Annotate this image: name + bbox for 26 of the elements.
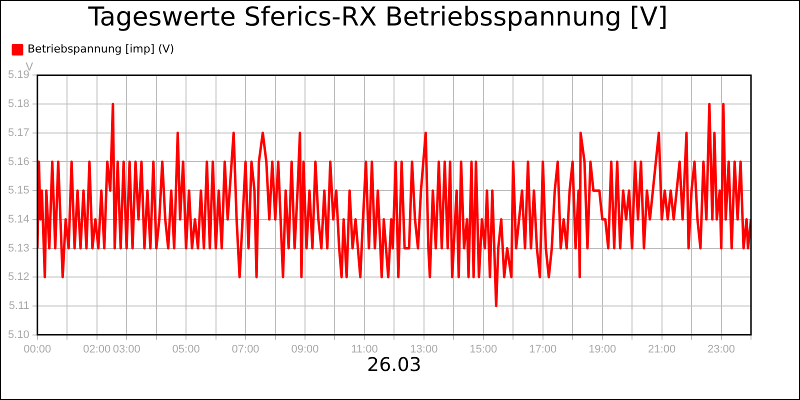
x-tick-label: 03:00	[112, 343, 140, 356]
y-tick-label: 5.15	[8, 184, 30, 197]
y-tick-label: 5.17	[8, 126, 30, 139]
y-tick-label: 5.11	[8, 300, 30, 312]
x-tick-label: 15:00	[470, 343, 498, 356]
y-tick-label: 5.16	[8, 156, 30, 168]
x-tick-label: 17:00	[529, 343, 557, 356]
x-tick-label: 23:00	[708, 343, 736, 356]
y-tick-label: 5.19	[8, 69, 30, 82]
x-tick-label: 05:00	[172, 343, 200, 356]
legend-label: Betriebspannung [imp] (V)	[28, 42, 174, 56]
y-tick-label: 5.10	[8, 328, 30, 341]
x-tick-label: 19:00	[588, 343, 616, 356]
y-tick-label: 5.18	[8, 98, 30, 110]
y-tick-label: 5.13	[8, 242, 30, 254]
x-tick-label: 09:00	[291, 343, 319, 356]
x-tick-label: 21:00	[648, 343, 676, 356]
x-tick-label: 11:00	[351, 343, 378, 356]
x-tick-label: 02:00	[83, 343, 111, 356]
y-tick-label: 5.12	[8, 271, 30, 284]
x-tick-label: 00:00	[24, 343, 52, 356]
x-axis-title: 26.03	[367, 354, 422, 376]
x-tick-label: 13:00	[410, 343, 438, 356]
y-tick-label: 5.14	[8, 213, 30, 226]
x-tick-label: 07:00	[232, 343, 260, 356]
chart-title: Tageswerte Sferics-RX Betriebsspannung [V]	[87, 2, 668, 32]
